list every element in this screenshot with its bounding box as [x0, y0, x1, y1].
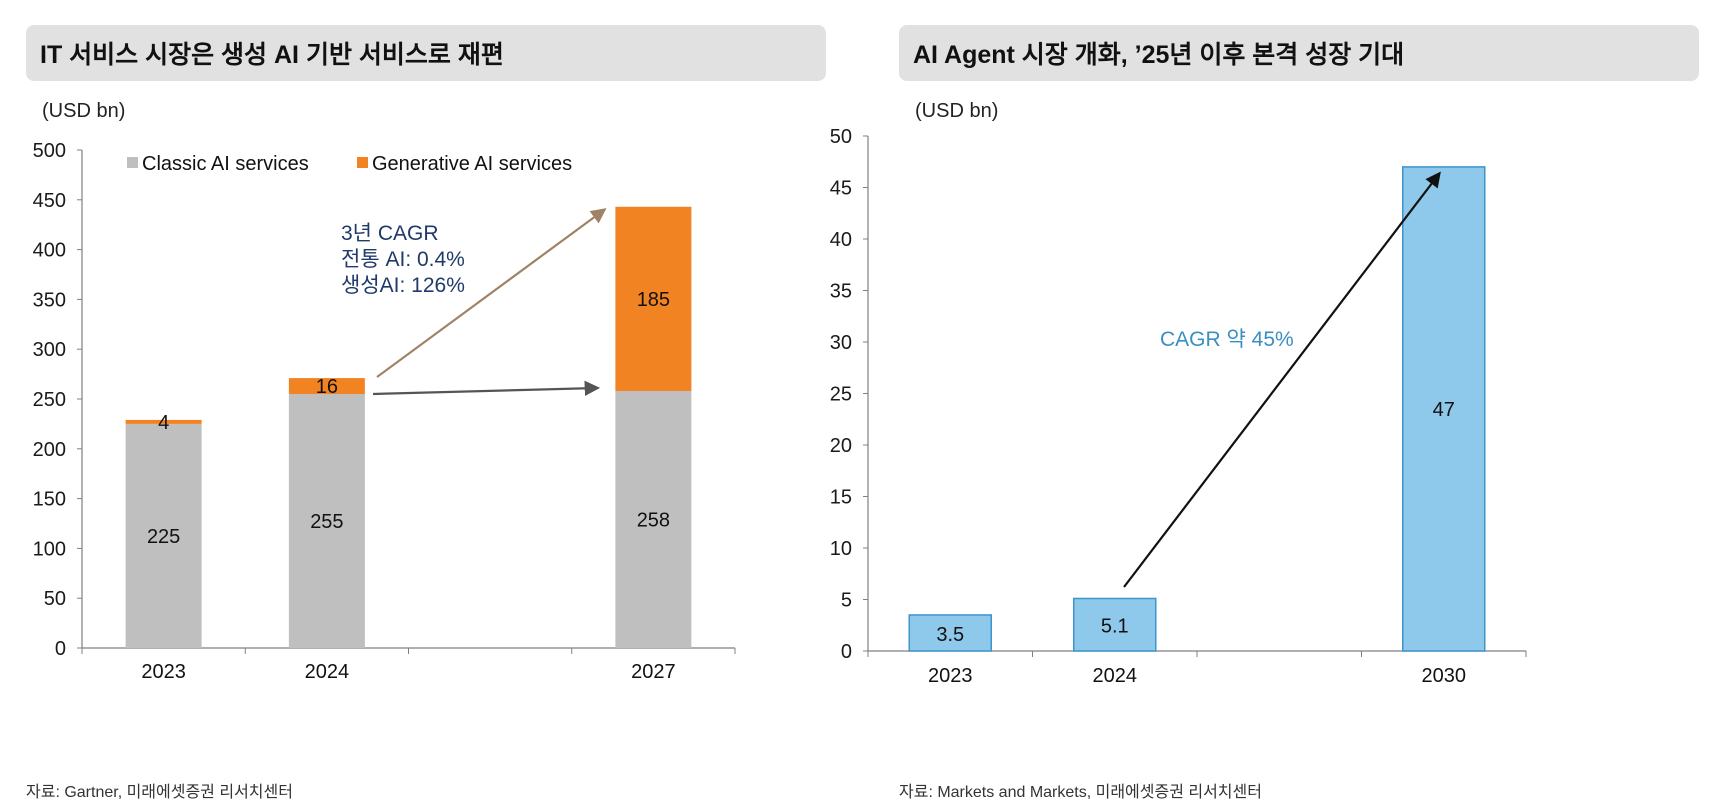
generative-growth-arrow [376, 208, 607, 378]
bar-generative-ai [288, 378, 365, 395]
data-label-classic-ai: 225 [147, 526, 180, 548]
x-tick-label: 2030 [1422, 665, 1467, 687]
data-label-ai-agent: 3.5 [936, 624, 964, 646]
left-chart-panel: IT 서비스 시장은 생성 AI 기반 서비스로 재편 (USD bn) 0 50… [0, 0, 850, 810]
x-tick-label: 2023 [141, 661, 186, 683]
right-unit-label: (USD bn) [915, 100, 999, 122]
right-chart-panel: AI Agent 시장 개화, ’25년 이후 본격 성장 기대 (USD bn… [830, 0, 1709, 810]
cagr-annotation-line: 3년 CAGR [341, 222, 439, 245]
y-tick-label: 10 [830, 538, 852, 560]
data-label-ai-agent: 47 [1433, 399, 1455, 421]
bar-ai-agent-market [1073, 597, 1157, 652]
y-tick-label: 150 [33, 489, 66, 511]
it-services-stacked-bar-chart: 0 50 100 150 200 250 300 350 400 450 500 225 4 2023 25… [33, 140, 736, 683]
y-tick-label: 50 [830, 126, 852, 148]
y-tick-label: 300 [33, 339, 66, 361]
y-tick-label: 25 [830, 384, 852, 406]
cagr-annotation: CAGR 약 45% [1160, 328, 1294, 351]
data-label-generative-ai: 4 [158, 412, 169, 434]
right-chart-title: AI Agent 시장 개화, ’25년 이후 본격 성장 기대 [899, 25, 1699, 81]
data-label-ai-agent: 5.1 [1101, 616, 1129, 638]
y-tick-label: 250 [33, 389, 66, 411]
y-tick-label: 0 [55, 638, 66, 660]
y-tick-label: 50 [44, 588, 66, 610]
classic-growth-arrow [372, 380, 601, 397]
bar-classic-ai [125, 423, 202, 648]
data-label-classic-ai: 258 [637, 510, 670, 532]
x-tick-label: 2024 [305, 661, 350, 683]
cagr-annotation-line: 생성AI: 126% [341, 274, 465, 297]
cagr-annotation-line: 전통 AI: 0.4% [341, 248, 465, 271]
x-tick-label: 2023 [928, 665, 973, 687]
cagr-growth-arrow [1123, 171, 1441, 588]
left-unit-label: (USD bn) [42, 100, 126, 122]
legend-swatch [357, 157, 368, 168]
right-source-note: 자료: Markets and Markets, 미래에셋증권 리서치센터 [899, 784, 1262, 801]
y-tick-label: 450 [33, 190, 66, 212]
y-tick-label: 400 [33, 240, 66, 262]
left-chart-title: IT 서비스 시장은 생성 AI 기반 서비스로 재편 [26, 25, 826, 81]
ai-agent-bar-chart: 0 5 10 15 20 25 30 35 40 45 50 3.5 2023 5.1 2024 47 2030… [830, 126, 1527, 687]
bar-ai-agent-market [908, 614, 992, 652]
x-tick-label: 2027 [631, 661, 676, 683]
bar-generative-ai [125, 419, 202, 424]
left-source-note: 자료: Gartner, 미래에셋증권 리서치센터 [26, 784, 293, 801]
bar-classic-ai [615, 391, 692, 648]
y-tick-label: 5 [841, 590, 852, 612]
y-tick-label: 500 [33, 140, 66, 162]
data-label-classic-ai: 255 [310, 511, 343, 533]
y-tick-label: 45 [830, 178, 852, 200]
y-tick-label: 15 [830, 487, 852, 509]
data-label-generative-ai: 185 [637, 289, 670, 311]
y-tick-label: 30 [830, 332, 852, 354]
x-tick-label: 2024 [1093, 665, 1138, 687]
y-tick-label: 100 [33, 538, 66, 560]
legend-swatch [127, 157, 138, 168]
y-tick-label: 35 [830, 281, 852, 303]
legend-label: Classic AI services [142, 153, 309, 175]
y-tick-label: 20 [830, 435, 852, 457]
legend-label: Generative AI services [372, 153, 572, 175]
bar-classic-ai [288, 394, 365, 648]
y-tick-label: 0 [841, 641, 852, 663]
y-tick-label: 350 [33, 289, 66, 311]
bar-generative-ai [615, 206, 692, 392]
y-tick-label: 200 [33, 439, 66, 461]
data-label-generative-ai: 16 [316, 376, 338, 398]
bar-ai-agent-market [1402, 166, 1486, 652]
y-tick-label: 40 [830, 229, 852, 251]
